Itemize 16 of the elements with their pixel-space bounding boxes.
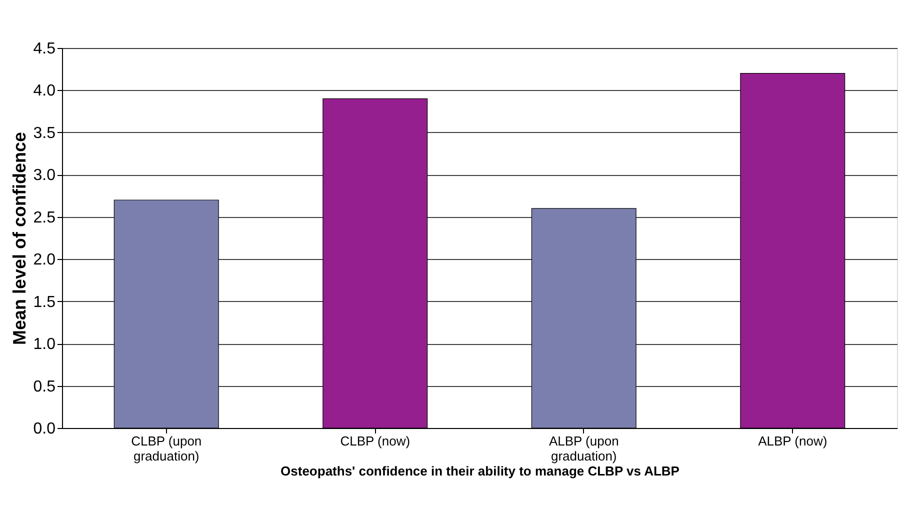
y-tick-label: 2.0 <box>33 252 56 269</box>
y-tick-label: 4.0 <box>33 82 56 100</box>
y-tick-label: 3.5 <box>33 124 56 142</box>
x-tick-label: ALBP (upon graduation) <box>548 434 619 464</box>
y-axis-title: Mean level of confidence <box>9 132 30 346</box>
y-tick-label: 0.5 <box>33 378 56 396</box>
x-tick-label: CLBP (now) <box>340 434 410 448</box>
y-tick-label: 1.0 <box>33 336 56 354</box>
y-tick-label: 3.0 <box>33 167 56 184</box>
y-tick-label: 0.0 <box>33 420 56 438</box>
x-tick-label: ALBP (now) <box>758 434 828 448</box>
x-tick-label: CLBP (upon graduation) <box>131 434 202 464</box>
y-tick-label: 1.5 <box>33 294 56 311</box>
x-axis-title: Osteopaths' confidence in their ability to manage CLBP vs ALBP <box>280 464 680 478</box>
y-tick-label: 2.5 <box>33 209 56 226</box>
y-tick-label: 4.5 <box>33 40 56 58</box>
